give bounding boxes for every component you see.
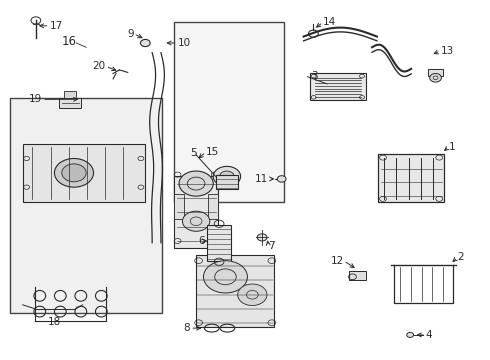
Circle shape xyxy=(213,166,241,186)
Bar xyxy=(59,98,81,108)
Text: 16: 16 xyxy=(62,35,76,48)
Bar xyxy=(428,69,443,76)
Circle shape xyxy=(203,261,247,293)
Text: 3: 3 xyxy=(311,71,318,81)
Text: 2: 2 xyxy=(458,252,464,262)
Text: 15: 15 xyxy=(206,147,219,157)
Text: 19: 19 xyxy=(29,94,42,104)
Text: 10: 10 xyxy=(177,38,191,48)
Text: 13: 13 xyxy=(441,46,454,56)
Circle shape xyxy=(238,284,267,306)
Text: 7: 7 xyxy=(269,241,275,251)
Text: 1: 1 xyxy=(449,142,456,152)
Circle shape xyxy=(54,158,94,187)
Bar xyxy=(174,176,218,248)
Bar xyxy=(310,73,366,100)
Bar xyxy=(64,91,76,98)
Text: 8: 8 xyxy=(184,323,190,333)
Text: 9: 9 xyxy=(127,29,134,39)
Bar xyxy=(348,271,366,280)
Bar xyxy=(208,194,218,220)
Circle shape xyxy=(220,171,234,182)
Text: 11: 11 xyxy=(255,174,269,184)
Bar xyxy=(174,194,184,220)
Bar xyxy=(10,98,162,313)
Bar xyxy=(207,225,231,261)
Circle shape xyxy=(407,332,414,337)
Circle shape xyxy=(430,73,441,82)
Circle shape xyxy=(277,176,286,182)
Text: 6: 6 xyxy=(198,236,205,246)
Bar xyxy=(196,255,274,327)
Text: 4: 4 xyxy=(426,330,432,340)
Bar xyxy=(174,22,284,202)
Text: 17: 17 xyxy=(49,21,63,31)
Text: 18: 18 xyxy=(48,317,61,327)
Text: 12: 12 xyxy=(330,256,343,266)
Bar xyxy=(216,175,238,189)
Circle shape xyxy=(141,40,150,46)
Circle shape xyxy=(179,171,213,196)
Circle shape xyxy=(182,211,210,231)
Text: 14: 14 xyxy=(323,17,337,27)
Circle shape xyxy=(257,234,267,241)
Bar xyxy=(23,144,145,202)
Circle shape xyxy=(62,164,86,182)
Text: 20: 20 xyxy=(93,61,106,71)
Text: 5: 5 xyxy=(191,148,197,158)
Bar xyxy=(378,154,444,202)
